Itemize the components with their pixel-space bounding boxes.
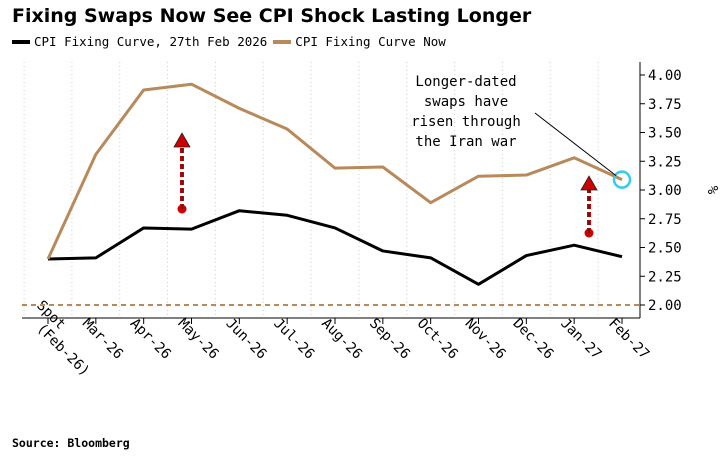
x-tick-label: Jan-27: [557, 316, 604, 363]
grid: [23, 62, 599, 318]
series: [22, 82, 640, 306]
legend-swatch-now: [273, 39, 292, 44]
y-unit-label: %: [704, 186, 720, 195]
highlight-circle: [612, 170, 632, 189]
x-tick-label: Jun-26: [223, 316, 270, 363]
x-tick-label: Nov-26: [462, 316, 509, 363]
annotation-marks: [173, 132, 632, 238]
y-tick-label: 3.00: [648, 183, 682, 199]
x-tick-label: Jul-26: [270, 316, 317, 363]
source-note: Source: Bloomberg: [12, 436, 130, 450]
x-tick-label: Aug-26: [318, 316, 365, 363]
y-tick-label: 4.00: [648, 68, 682, 84]
arrow-head: [580, 175, 598, 191]
legend: CPI Fixing Curve, 27th Feb 2026 CPI Fixi…: [12, 34, 452, 49]
annotation-text-line: Longer-dated: [415, 74, 516, 90]
annotation: Longer-dated swaps have risen through the I…: [411, 74, 617, 177]
x-tick-label: Sep-26: [366, 316, 413, 363]
y-tick-label: 2.50: [648, 241, 682, 257]
legend-item-feb: CPI Fixing Curve, 27th Feb 2026: [12, 34, 267, 49]
x-tick-label: Mar-26: [79, 316, 126, 363]
annotation-text-line: swaps have: [424, 94, 508, 110]
chart-title: Fixing Swaps Now See CPI Shock Lasting L…: [12, 5, 532, 27]
legend-label-feb: CPI Fixing Curve, 27th Feb 2026: [34, 34, 268, 49]
arrow-up-far: [580, 175, 598, 238]
x-tick-label: Feb-27: [605, 316, 652, 363]
annotation-leader: [534, 112, 617, 177]
x-tick-label: Apr-26: [127, 316, 174, 363]
x-tick-label: Dec-26: [510, 316, 557, 363]
arrow-up-near: [173, 132, 191, 214]
annotation-text-line: the Iran war: [415, 134, 516, 150]
legend-label-now: CPI Fixing Curve Now: [295, 34, 446, 49]
legend-swatch-feb: [12, 39, 30, 44]
y-tick-label: 3.75: [648, 97, 682, 113]
arrow-head: [173, 132, 191, 148]
legend-item-now: CPI Fixing Curve Now: [273, 34, 446, 49]
x-tick-label: May-26: [175, 316, 222, 363]
y-tick-label: 2.25: [648, 269, 682, 285]
series-line-feb: [47, 209, 623, 286]
annotation-text-line: risen through: [411, 114, 521, 130]
y-tick-label: 3.50: [648, 126, 682, 142]
axes: 2.002.252.502.753.003.253.503.754.00%Spo…: [22, 62, 720, 379]
y-tick-label: 2.75: [648, 212, 682, 228]
x-tick-label: Oct-26: [414, 316, 461, 363]
y-tick-label: 3.25: [648, 154, 682, 170]
series-line-now: [46, 82, 623, 260]
y-tick-label: 2.00: [648, 298, 682, 314]
